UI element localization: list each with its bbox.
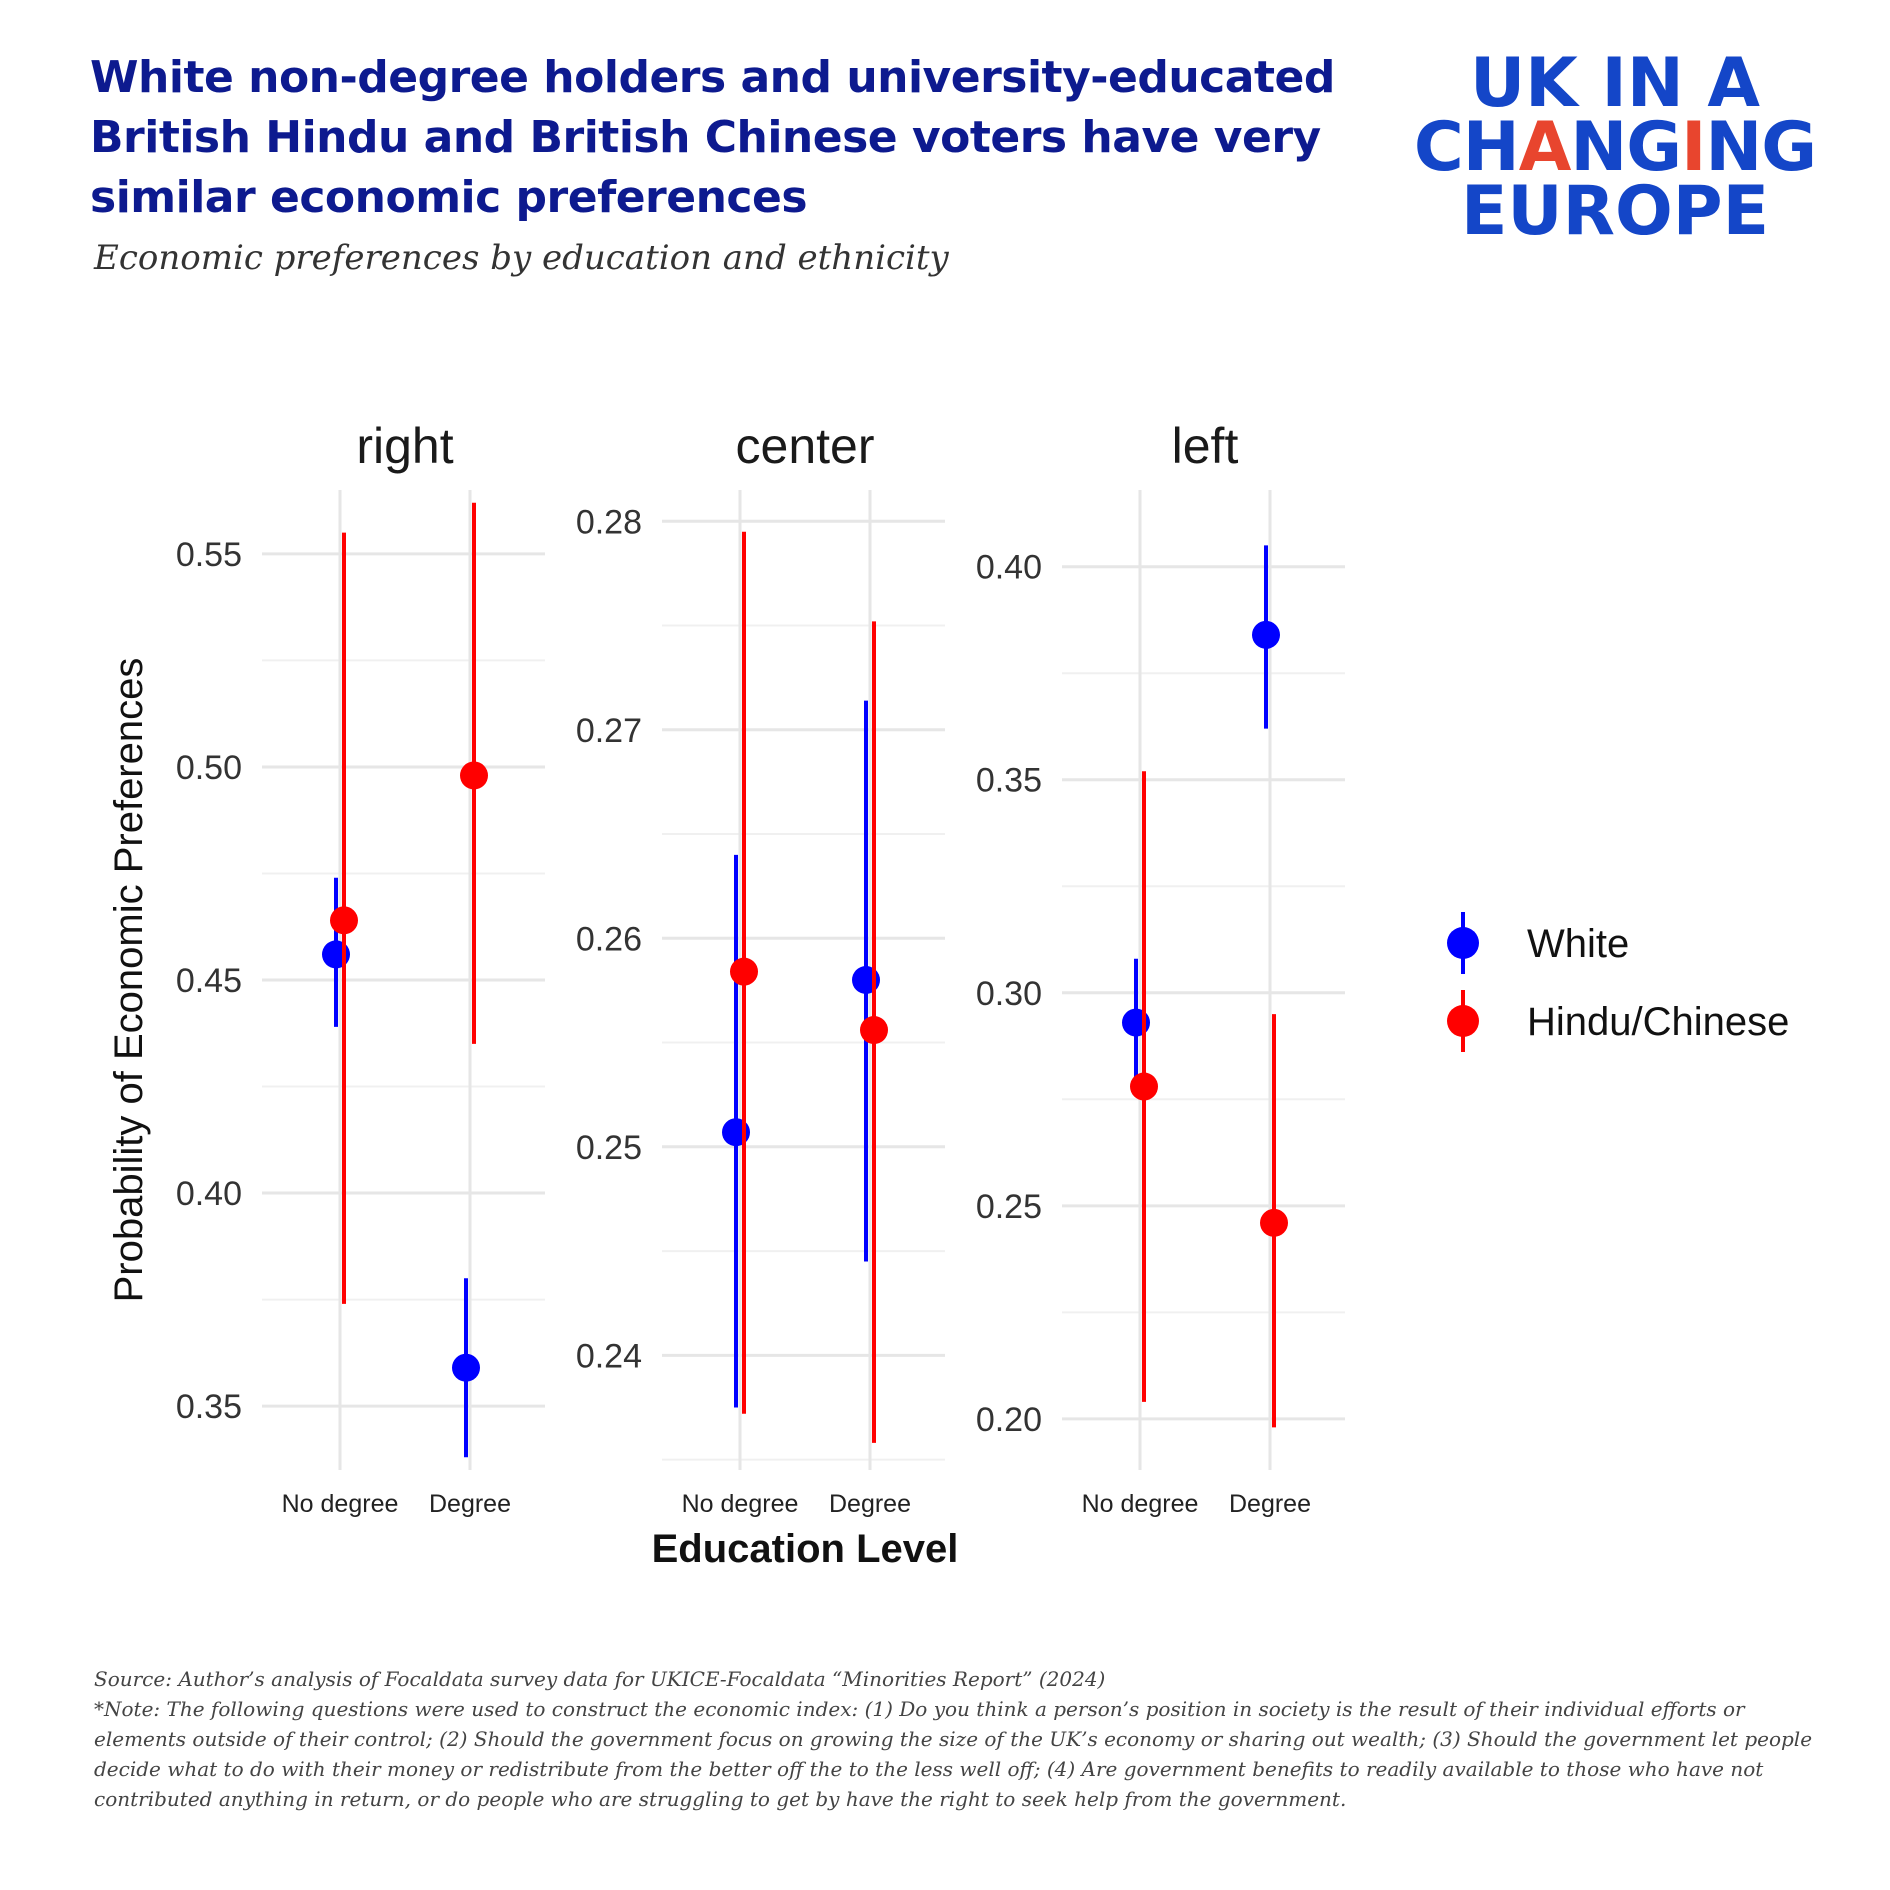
facet-title: center [736, 418, 875, 474]
legend-label: White [1527, 922, 1629, 966]
legend-key-point [1447, 1005, 1479, 1037]
facet-title: left [1172, 418, 1239, 474]
y-tick-label: 0.35 [976, 762, 1042, 800]
chart-footer: Source: Author’s analysis of Focaldata s… [94, 1664, 1814, 1814]
y-tick-label: 0.26 [576, 920, 642, 958]
y-tick-label: 0.35 [176, 1388, 242, 1426]
y-tick-label: 0.20 [976, 1401, 1042, 1439]
y-tick-label: 0.45 [176, 962, 242, 1000]
y-tick-label: 0.24 [576, 1337, 642, 1375]
data-point [1130, 1072, 1158, 1101]
ukice-logo: UK IN A CHANGING EUROPE [1405, 44, 1825, 251]
logo-line-2: CHANGING [1413, 108, 1817, 187]
y-axis-title: Probability of Economic Preferences [107, 658, 151, 1303]
y-tick-label: 0.40 [976, 549, 1042, 587]
x-tick-label: Degree [429, 1490, 511, 1518]
x-tick-label: Degree [1229, 1490, 1311, 1518]
y-tick-label: 0.50 [176, 749, 242, 787]
facet-title: right [356, 418, 453, 474]
x-tick-label: No degree [682, 1490, 799, 1518]
y-tick-label: 0.28 [576, 503, 642, 541]
legend-label: Hindu/Chinese [1527, 1000, 1789, 1044]
x-tick-label: Degree [829, 1490, 911, 1518]
y-tick-label: 0.25 [976, 1188, 1042, 1226]
methodology-note: *Note: The following questions were used… [94, 1697, 1813, 1811]
y-tick-label: 0.40 [176, 1175, 242, 1213]
legend-key-point [1447, 927, 1479, 959]
source-note: Source: Author’s analysis of Focaldata s… [94, 1667, 1106, 1691]
data-point [860, 1016, 888, 1045]
faceted-pointrange-chart: 0.35 0.40 0.45 0.50 0.55 No degree Degree right… [107, 418, 1789, 1571]
data-point [452, 1353, 480, 1382]
x-axis-title: Education Level [652, 1527, 959, 1571]
x-tick-label: No degree [282, 1490, 399, 1518]
y-tick-label: 0.55 [176, 536, 242, 574]
data-point [730, 957, 758, 986]
chart-subtitle: Economic preferences by education and et… [94, 238, 949, 278]
chart-title: White non-degree holders and university-… [90, 52, 1335, 223]
data-point [330, 906, 358, 935]
x-tick-label: No degree [1082, 1490, 1199, 1518]
data-point [1260, 1208, 1288, 1237]
data-point [1252, 620, 1280, 649]
data-point [460, 761, 488, 790]
y-tick-label: 0.30 [976, 975, 1042, 1013]
y-tick-label: 0.27 [576, 712, 642, 750]
logo-line-1: UK IN A [1469, 44, 1761, 123]
logo-line-3: EUROPE [1460, 172, 1770, 251]
y-tick-label: 0.25 [576, 1129, 642, 1167]
